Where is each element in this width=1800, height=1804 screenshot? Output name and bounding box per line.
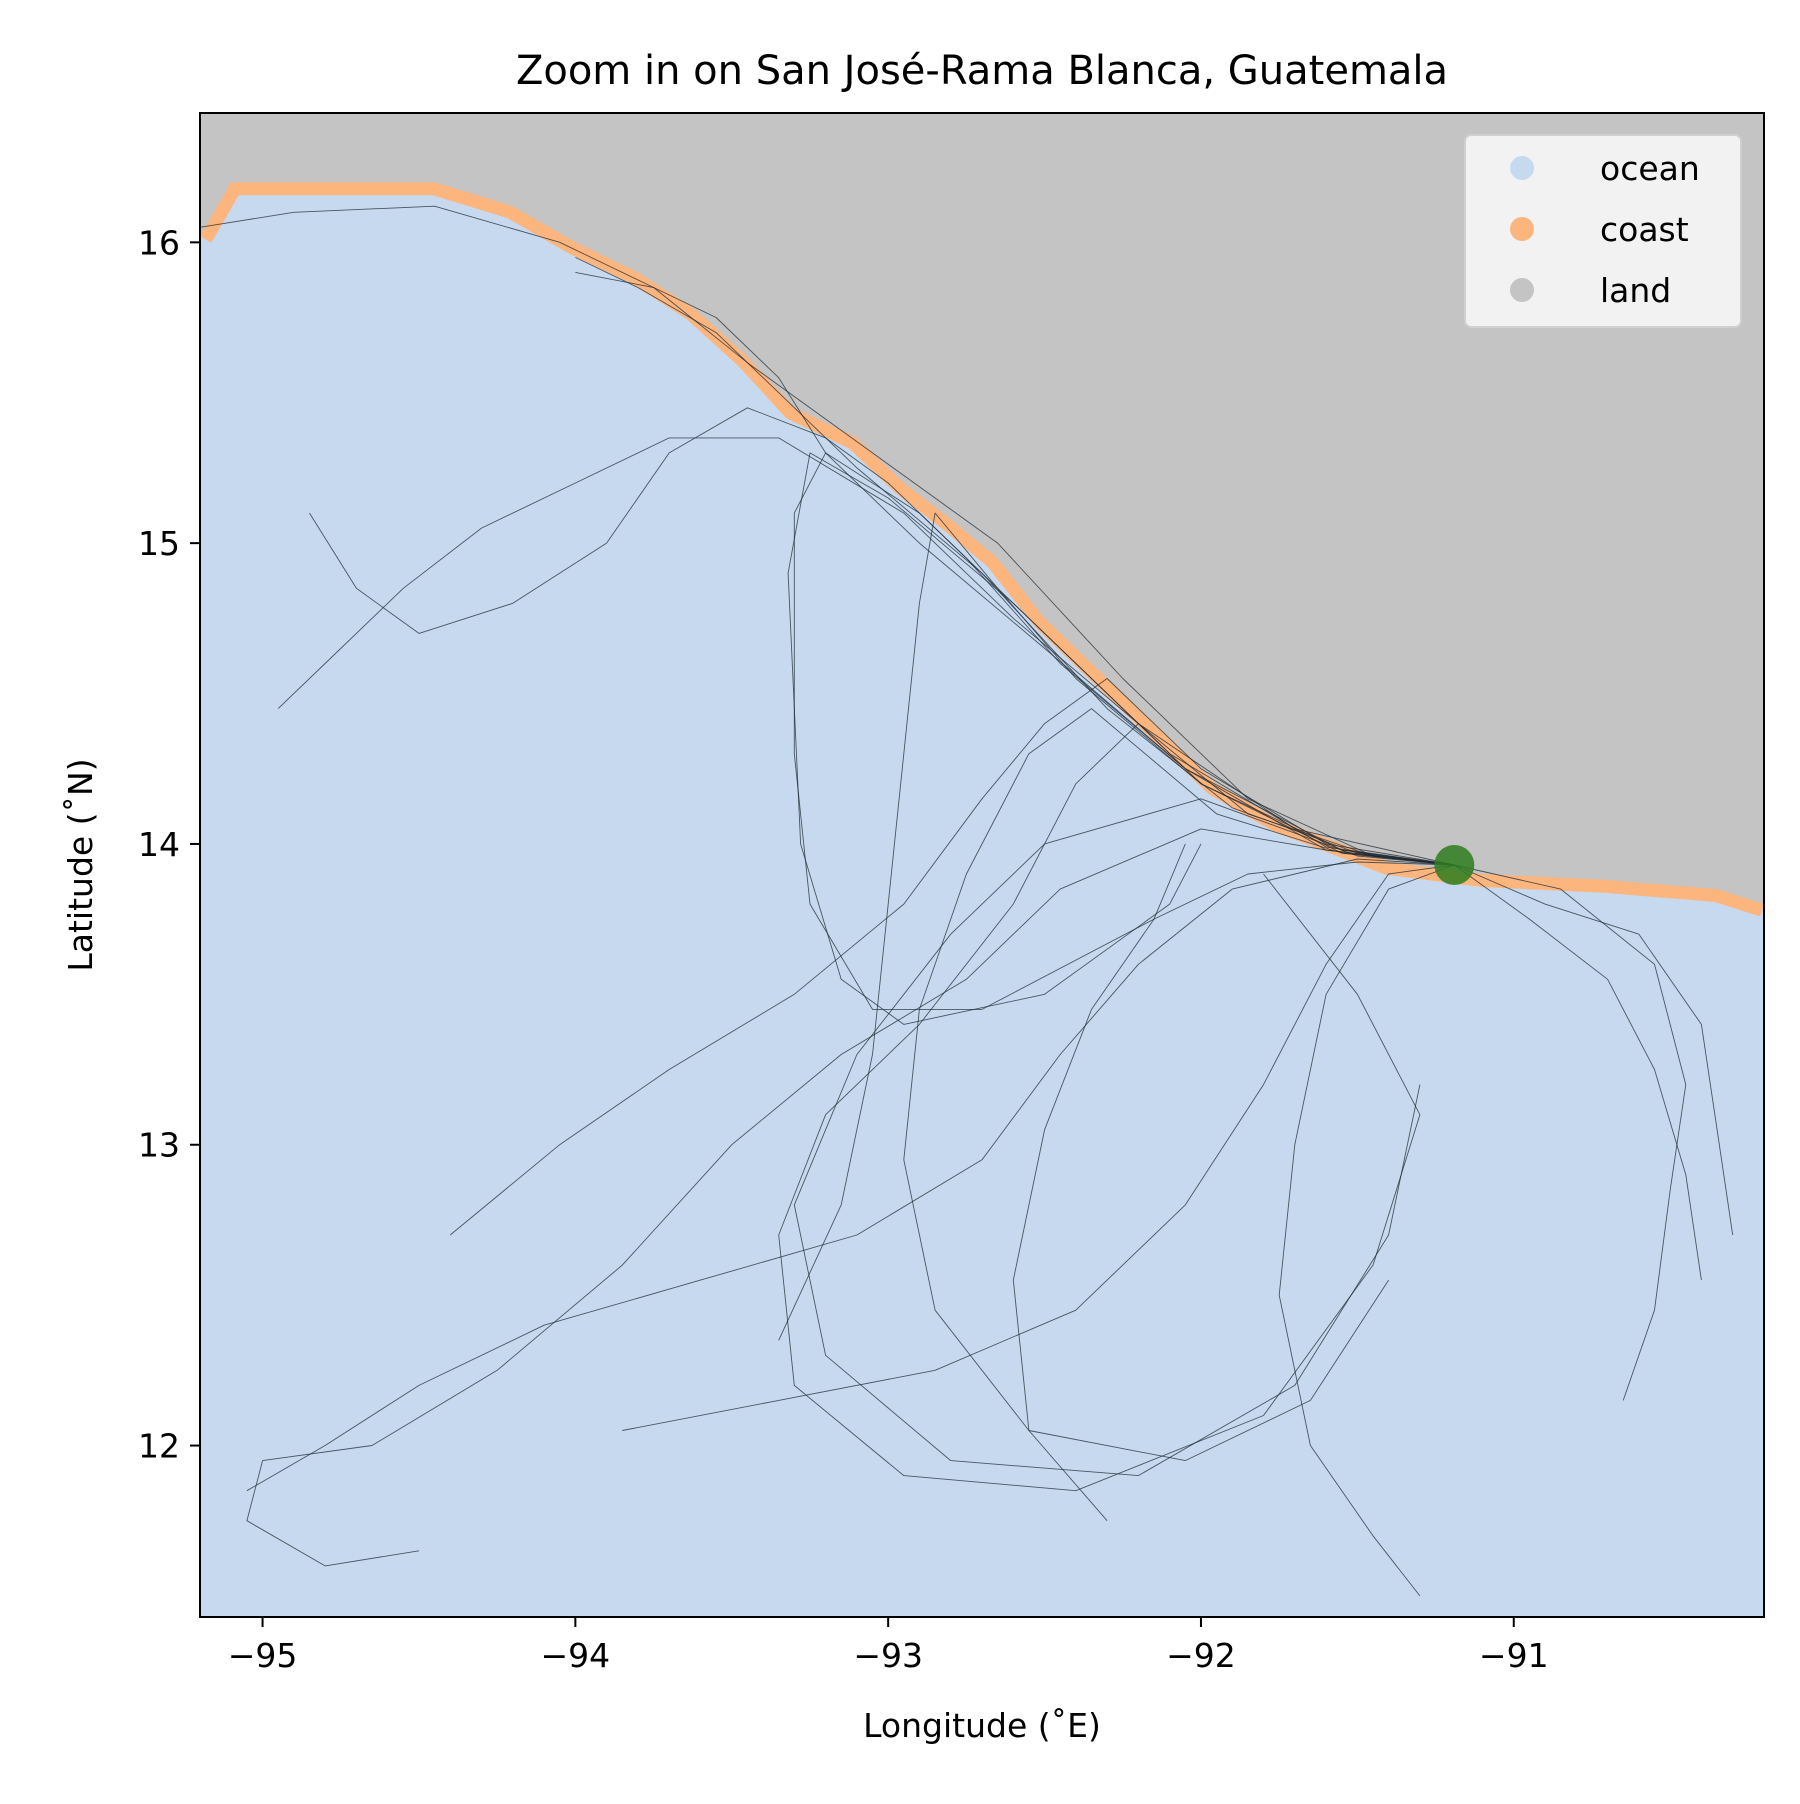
y-axis-ticks: 12 13 14 15 16 <box>138 223 200 1466</box>
y-tick-label: 16 <box>138 223 180 262</box>
trajectory-line <box>903 708 1455 1462</box>
legend-box <box>1464 134 1742 328</box>
trajectory-line <box>1454 864 1734 1236</box>
x-tick-label: −91 <box>1479 1636 1549 1675</box>
trajectory-line <box>575 271 1455 866</box>
y-tick-label: 14 <box>138 825 180 864</box>
trajectory-line <box>449 678 1455 1236</box>
land-area <box>200 113 1764 905</box>
legend-marker-ocean <box>1510 156 1534 180</box>
legend-label-coast: coast <box>1600 210 1689 249</box>
legend-marker-land <box>1510 278 1534 302</box>
x-axis-ticks: −95 −94 −93 −92 −91 <box>228 1617 1549 1675</box>
x-tick-label: −94 <box>541 1636 611 1675</box>
legend-label-land: land <box>1600 271 1671 310</box>
y-tick-label: 12 <box>138 1427 180 1466</box>
trajectory-line <box>246 858 1455 1492</box>
trajectory-line <box>277 437 1455 866</box>
legend: ocean coast land <box>1464 134 1742 328</box>
site-marker <box>1434 845 1475 885</box>
trajectory-line <box>200 205 1455 866</box>
legend-label-ocean: ocean <box>1600 149 1700 188</box>
plot-frame <box>199 112 1765 1618</box>
x-tick-label: −92 <box>1166 1636 1236 1675</box>
trajectory-line <box>622 864 1455 1431</box>
x-axis-label: Longitude (˚E) <box>863 1706 1101 1745</box>
x-tick-label: −93 <box>853 1636 923 1675</box>
legend-marker-coast <box>1510 217 1534 241</box>
trajectory-line <box>1012 861 1455 1521</box>
y-axis-label: Latitude (˚N) <box>61 758 100 971</box>
chart-title: Zoom in on San José-Rama Blanca, Guatema… <box>516 48 1448 94</box>
trajectory-line <box>787 452 1455 1025</box>
trajectory-line <box>246 828 1455 1567</box>
trajectory-line <box>778 512 1455 1341</box>
trajectory-line <box>1278 864 1455 1597</box>
trajectory-line <box>1454 864 1687 1401</box>
trajectory-line <box>1454 864 1702 1281</box>
y-tick-label: 13 <box>138 1126 180 1165</box>
x-tick-label: −95 <box>228 1636 298 1675</box>
trajectory-line <box>793 798 1455 1477</box>
y-tick-label: 15 <box>138 524 180 563</box>
trajectory-lines <box>200 205 1734 1597</box>
trajectory-line <box>778 723 1455 1492</box>
